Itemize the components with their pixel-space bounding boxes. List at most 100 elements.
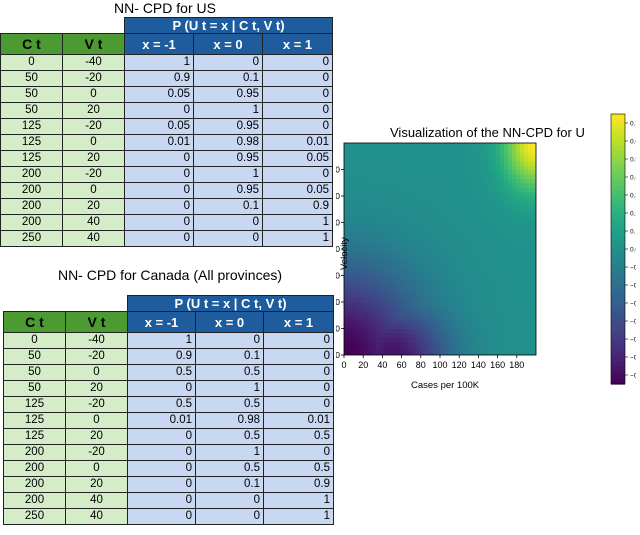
heatmap-cell (424, 143, 429, 149)
heatmap-cell (360, 288, 365, 294)
heatmap-cell (488, 218, 493, 224)
heatmap-cell (352, 315, 357, 321)
heatmap-cell (380, 218, 385, 224)
heatmap-cell (364, 279, 369, 285)
heatmap-cell (384, 147, 389, 153)
heatmap-cell (524, 271, 529, 277)
heatmap-cell (436, 231, 441, 237)
heatmap-cell (448, 244, 453, 250)
heatmap-cell (404, 249, 409, 255)
cell-velocity: 0 (62, 86, 125, 103)
heatmap-cell (496, 173, 501, 179)
heatmap-cell (392, 346, 397, 352)
heatmap-cell (376, 341, 381, 347)
heatmap-cell (452, 196, 457, 202)
heatmap-cell (484, 319, 489, 325)
heatmap-cell (416, 262, 421, 268)
heatmap-cell (504, 200, 509, 206)
heatmap-cell (400, 222, 405, 228)
heatmap-cell (396, 222, 401, 228)
heatmap-cell (360, 346, 365, 352)
heatmap-cell (424, 165, 429, 171)
heatmap-cell (368, 262, 373, 268)
heatmap-cell (424, 235, 429, 241)
heatmap-cell (356, 156, 361, 162)
heatmap-cell (472, 235, 477, 241)
heatmap-cell (460, 182, 465, 188)
colorbar-segment (611, 262, 625, 268)
heatmap-cell (384, 337, 389, 343)
heatmap-cell (376, 284, 381, 290)
heatmap-cell (396, 257, 401, 263)
heatmap-cell (344, 341, 349, 347)
cell-velocity: 40 (65, 492, 128, 509)
heatmap-cell (496, 200, 501, 206)
heatmap-cell (428, 165, 433, 171)
heatmap-cell (400, 257, 405, 263)
heatmap-cell (516, 200, 521, 206)
heatmap-cell (368, 253, 373, 259)
heatmap-cell (344, 288, 349, 294)
heatmap-cell (520, 288, 525, 294)
colorbar-segment (611, 289, 625, 295)
heatmap-cell (352, 266, 357, 272)
cell-probability: 0.1 (193, 198, 263, 215)
heatmap-cell (464, 249, 469, 255)
colorbar-segment (611, 222, 625, 228)
heatmap-cell (476, 293, 481, 299)
heatmap-cell (360, 337, 365, 343)
heatmap-cell (492, 284, 497, 290)
heatmap-cell (528, 293, 533, 299)
heatmap-cell (440, 262, 445, 268)
heatmap-cell (384, 279, 389, 285)
heatmap-cell (464, 222, 469, 228)
heatmap-cell (416, 151, 421, 157)
heatmap-cell (512, 244, 517, 250)
heatmap-cell (400, 204, 405, 210)
heatmap-cell (396, 249, 401, 255)
heatmap-cell (364, 209, 369, 215)
cell-probability: 0 (193, 230, 263, 247)
heatmap-cell (436, 306, 441, 312)
heatmap-cell (508, 297, 513, 303)
heatmap-cell (516, 213, 521, 219)
heatmap-cell (376, 231, 381, 237)
heatmap-cell (520, 143, 525, 149)
heatmap-cell (416, 324, 421, 330)
heatmap-cell (472, 306, 477, 312)
heatmap-cell (500, 226, 505, 232)
heatmap-cell (436, 222, 441, 228)
heatmap-cell (504, 231, 509, 237)
heatmap-cell (480, 178, 485, 184)
heatmap-cell (516, 324, 521, 330)
heatmap-cell (532, 231, 536, 237)
heatmap-cell (368, 178, 373, 184)
heatmap-cell (476, 288, 481, 294)
heatmap-cell (412, 288, 417, 294)
heatmap-cell (364, 173, 369, 179)
heatmap-cell (524, 288, 529, 294)
heatmap-cell (364, 235, 369, 241)
us-table-title: NN- CPD for US (114, 0, 216, 16)
heatmap-cell (504, 324, 509, 330)
heatmap-cell (436, 262, 441, 268)
heatmap-cell (420, 240, 425, 246)
heatmap-cell (420, 266, 425, 272)
heatmap-cell (396, 147, 401, 153)
heatmap-cell (488, 288, 493, 294)
heatmap-cell (476, 151, 481, 157)
heatmap-cell (348, 315, 353, 321)
heatmap-cell (388, 196, 393, 202)
heatmap-cell (352, 226, 357, 232)
heatmap-cell (504, 253, 509, 259)
heatmap-cell (524, 160, 529, 166)
heatmap-cell (424, 182, 429, 188)
heatmap-cell (356, 249, 361, 255)
heatmap-cell (492, 147, 497, 153)
heatmap-cell (512, 284, 517, 290)
heatmap-cell (432, 187, 437, 193)
heatmap-cell (456, 196, 461, 202)
heatmap-cell (364, 253, 369, 259)
heatmap-cell (532, 244, 536, 250)
heatmap-cell (352, 257, 357, 263)
